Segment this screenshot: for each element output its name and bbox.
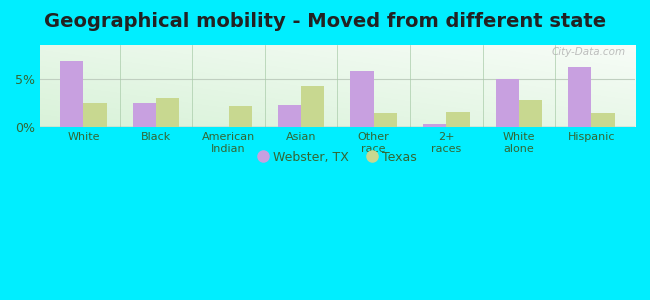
Bar [156, 98, 179, 127]
Bar [60, 61, 83, 127]
Bar [374, 113, 397, 127]
Bar [592, 113, 615, 127]
Bar [83, 103, 107, 127]
Legend: Webster, TX, Texas: Webster, TX, Texas [253, 146, 422, 169]
Bar [133, 103, 156, 127]
Bar [278, 105, 301, 127]
Bar [423, 124, 447, 127]
Bar [301, 86, 324, 127]
Text: City-Data.com: City-Data.com [552, 47, 626, 58]
Text: Geographical mobility - Moved from different state: Geographical mobility - Moved from diffe… [44, 12, 606, 31]
Bar [350, 71, 374, 127]
Bar [568, 67, 592, 127]
Bar [447, 112, 469, 127]
Bar [496, 79, 519, 127]
Bar [229, 106, 252, 127]
Bar [519, 100, 542, 127]
